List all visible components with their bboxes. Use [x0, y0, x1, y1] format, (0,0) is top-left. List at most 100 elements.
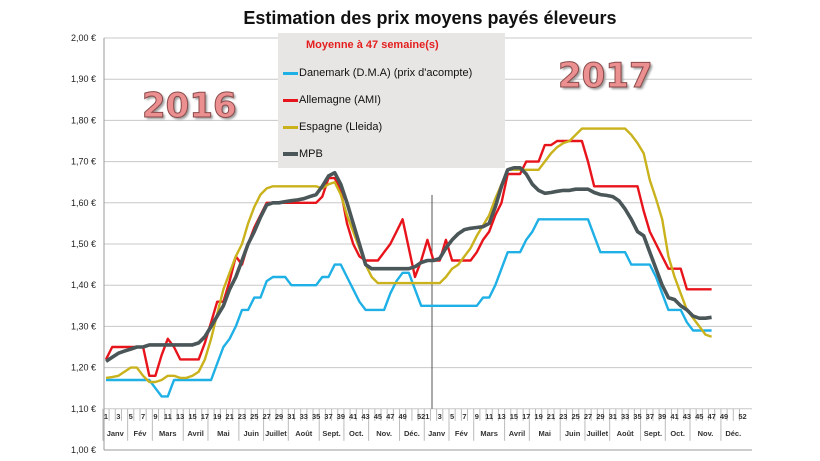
week-label: 19 [213, 412, 221, 421]
week-label: 35 [633, 412, 641, 421]
y-tick-label: 1,60 € [71, 198, 96, 208]
y-tick-label: 1,40 € [71, 280, 96, 290]
week-label: 43 [683, 412, 691, 421]
week-label: 3 [116, 412, 120, 421]
week-label: 39 [337, 412, 345, 421]
month-label: Juin [565, 429, 581, 438]
month-label: Oct. [670, 429, 685, 438]
legend-label: Allemagne (AMI) [299, 94, 381, 106]
week-label: 45 [695, 412, 703, 421]
month-label: Oct. [349, 429, 364, 438]
legend-label: Danemark (D.M.A) (prix d'acompte) [299, 67, 473, 79]
y-tick-label: 2,00 € [71, 33, 96, 43]
week-label: 52 [738, 412, 746, 421]
y-tick-label: 1,90 € [71, 74, 96, 84]
legend-item-danemark: Danemark (D.M.A) (prix d'acompte) [283, 67, 472, 79]
week-label: 45 [374, 412, 382, 421]
week-label: 29 [596, 412, 604, 421]
month-label: Fév [455, 429, 469, 438]
month-label: Mai [217, 429, 230, 438]
month-label: Nov. [376, 429, 392, 438]
y-tick-label: 1,30 € [71, 321, 96, 331]
legend-swatch [283, 152, 298, 156]
week-label: 21 [225, 412, 233, 421]
week-label: 5 [129, 412, 133, 421]
week-label: 37 [324, 412, 332, 421]
chart-title: Estimation des prix moyens payés éleveur… [243, 8, 617, 28]
month-label: Sept. [322, 429, 340, 438]
week-label: 37 [646, 412, 654, 421]
week-label: 9 [153, 412, 157, 421]
month-label: Janv [428, 429, 446, 438]
week-label: 23 [238, 412, 246, 421]
week-label: 21 [547, 412, 555, 421]
month-label: Août [617, 429, 635, 438]
week-label: 52 [417, 412, 425, 421]
month-label: Janv [107, 429, 125, 438]
month-label: Avril [187, 429, 203, 438]
week-label: 27 [263, 412, 271, 421]
year-label-2017: 2017 [558, 56, 654, 97]
month-label: Août [295, 429, 313, 438]
month-label: Juin [244, 429, 260, 438]
month-label: Déc. [725, 429, 741, 438]
legend-title: Moyenne à 47 semaine(s) [306, 39, 439, 51]
week-label: 41 [349, 412, 357, 421]
legend: Moyenne à 47 semaine(s) Danemark (D.M.A)… [278, 33, 505, 168]
legend-swatch [283, 71, 298, 75]
month-label: Sept. [644, 429, 662, 438]
series-line-espagne [105, 127, 712, 384]
week-label: 47 [707, 412, 715, 421]
week-label: 49 [398, 412, 406, 421]
week-label: 7 [141, 412, 145, 421]
week-label: 7 [462, 412, 466, 421]
month-label: Mai [539, 429, 552, 438]
month-label: Mars [480, 429, 498, 438]
legend-item-espagne: Espagne (Lleida) [283, 121, 382, 133]
legend-label: Espagne (Lleida) [299, 121, 383, 133]
series-line-allemagne [104, 139, 712, 377]
legend-item-mpb: MPB [283, 148, 323, 160]
week-label: 41 [670, 412, 678, 421]
week-label: 11 [485, 412, 493, 421]
week-label: 15 [510, 412, 518, 421]
week-label: 15 [188, 412, 196, 421]
month-label: Juillet [265, 429, 287, 438]
week-label: 17 [522, 412, 530, 421]
y-tick-label: 1,50 € [71, 239, 96, 249]
week-label: 47 [386, 412, 394, 421]
week-label: 11 [164, 412, 172, 421]
week-label: 25 [572, 412, 580, 421]
legend-swatch [283, 98, 298, 102]
week-label: 35 [312, 412, 320, 421]
y-tick-label: 1,80 € [71, 115, 96, 125]
week-label: 27 [584, 412, 592, 421]
week-label: 9 [475, 412, 479, 421]
week-label: 31 [609, 412, 617, 421]
week-label: 31 [287, 412, 295, 421]
week-label: 13 [176, 412, 184, 421]
week-label: 1 [425, 412, 429, 421]
week-label: 1 [104, 412, 108, 421]
week-label: 17 [201, 412, 209, 421]
week-label: 25 [250, 412, 258, 421]
month-label: Nov. [698, 429, 714, 438]
week-label: 13 [497, 412, 505, 421]
week-label: 5 [450, 412, 454, 421]
legend-swatch [283, 125, 298, 129]
week-label: 33 [300, 412, 308, 421]
week-label: 23 [559, 412, 567, 421]
month-label: Juillet [586, 429, 608, 438]
series-line-mpb [105, 166, 712, 363]
legend-label: MPB [299, 148, 323, 160]
week-label: 43 [361, 412, 369, 421]
year-label-2016: 2016 [142, 86, 238, 127]
y-tick-label: 1,70 € [71, 157, 96, 167]
week-label: 19 [534, 412, 542, 421]
legend-item-allemagne: Allemagne (AMI) [283, 94, 381, 106]
y-tick-label: 1,10 € [71, 404, 96, 414]
week-label: 3 [438, 412, 442, 421]
month-label: Déc. [404, 429, 420, 438]
y-tick-label: 1,00 € [71, 445, 96, 455]
week-label: 49 [720, 412, 728, 421]
